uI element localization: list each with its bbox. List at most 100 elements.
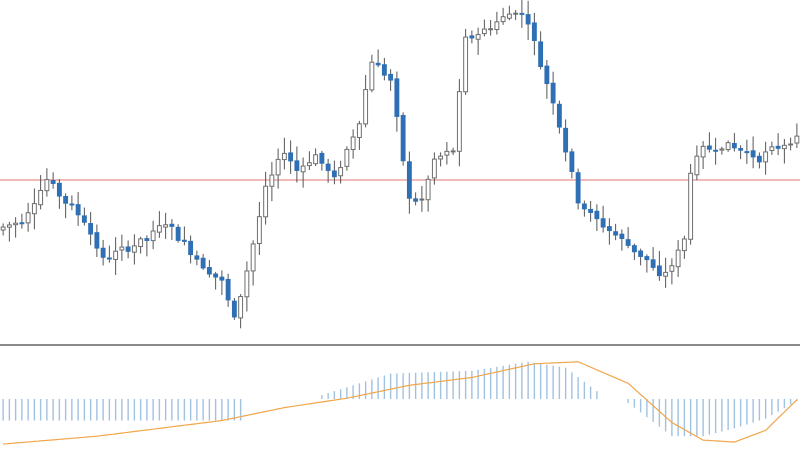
bullish-candle-body [450,150,456,153]
bullish-candle-body [0,226,6,231]
candle [175,224,181,243]
candle [438,152,444,167]
candle [163,212,169,239]
candle [288,140,294,174]
candle [781,138,787,164]
candle [588,200,594,222]
bullish-candle-body [506,13,512,19]
bearish-candle-body [531,22,537,41]
bullish-candle-body [794,135,800,144]
candle [606,218,612,245]
candle [188,235,194,264]
bullish-candle-body [244,270,250,298]
bullish-candle-body [675,249,681,268]
bearish-candle-body [294,160,300,171]
candle [100,239,106,266]
bearish-candle-body [650,259,656,268]
candle [31,188,37,230]
candle [513,9,519,21]
bullish-candle-body [238,296,244,319]
candle [594,204,600,231]
candle [131,234,137,265]
bullish-candle-body [494,21,500,31]
bearish-candle-body [631,245,637,253]
candle [475,27,481,55]
candle [444,142,450,165]
bearish-candle-body [588,208,594,213]
candle [238,294,244,329]
bearish-candle-body [538,41,544,68]
bearish-candle-body [738,148,744,151]
bearish-candle-body [75,204,81,216]
candle [488,19,494,36]
candle [256,201,262,255]
bullish-candle-body [688,172,694,240]
candle [275,148,281,189]
candle [550,71,556,115]
bearish-candle-body [394,78,400,117]
candle [94,224,100,258]
bearish-candle-body [144,238,150,241]
price-panel [0,0,800,329]
bullish-candle-body [163,224,169,228]
candle [469,30,475,44]
candle [681,235,687,259]
bullish-candle-body [456,91,462,152]
candle [331,160,337,185]
bearish-candle-body [644,256,650,261]
candle [631,243,637,261]
candle [613,223,619,241]
candle [369,54,375,93]
bullish-candle-body [31,203,37,215]
candle [6,221,12,242]
candle [56,179,62,209]
candle [269,162,275,202]
bullish-candle-body [769,146,775,152]
bullish-candle-body [788,143,794,146]
bearish-candle-body [525,14,531,25]
bearish-candle-body [519,12,525,15]
candle [181,226,187,246]
bearish-candle-body [319,152,325,164]
bearish-candle-body [194,255,200,260]
bullish-candle-body [681,238,687,252]
bearish-candle-body [594,210,600,220]
bullish-candle-body [131,245,137,253]
bullish-candle-body [350,136,356,150]
bearish-candle-body [188,240,194,256]
candle [244,261,250,312]
candle [88,212,94,246]
candle [400,112,406,166]
candle [450,147,456,156]
candle [300,157,306,188]
candle [63,193,69,219]
candle [138,236,144,254]
candle [719,146,725,155]
bearish-candle-body [600,218,606,228]
candle [575,168,581,210]
bullish-candle-body [781,144,787,150]
candle [250,240,256,286]
bearish-candle-body [325,163,331,171]
candle [481,19,487,37]
candle [19,213,25,229]
candle [50,172,56,189]
candle [706,132,712,153]
bearish-candle-body [219,276,225,281]
bullish-candle-body [663,271,669,277]
bearish-candle-body [81,215,87,223]
bearish-candle-body [619,233,625,239]
candle [494,11,500,35]
signal-line [3,361,798,445]
bearish-candle-body [288,152,294,162]
bullish-candle-body [25,212,31,224]
candle [344,146,350,171]
candle [688,164,694,245]
candle [750,136,756,169]
candle [0,223,6,236]
bearish-candle-body [756,155,762,163]
bearish-candle-body [750,150,756,158]
candle [456,79,462,167]
candle [294,146,300,183]
